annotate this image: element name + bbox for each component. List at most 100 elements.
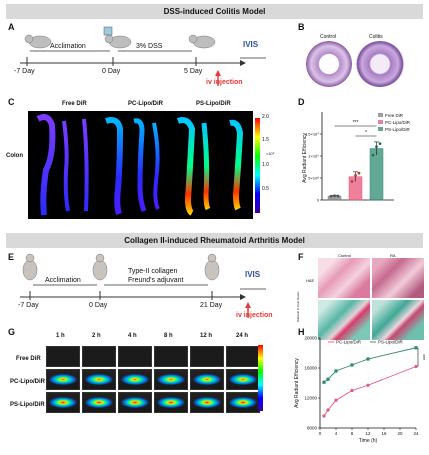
colon-signals <box>36 114 244 216</box>
panel-label-f: F <box>298 252 304 262</box>
colorbar-tick-3: 1.0 <box>262 162 269 168</box>
row-label-ps-lipo-g: PS-Lipo/DiR <box>10 402 45 408</box>
colorbar-tick-2: 1.5 <box>262 137 269 143</box>
phase-collagen: Type-II collagen <box>128 268 178 275</box>
data-point-h-1-5 <box>414 346 418 350</box>
x-tick-label-h: 12 <box>365 431 371 436</box>
imaging-cell-g <box>190 346 224 367</box>
time-label-g-0: 1 h <box>56 333 65 339</box>
panel-label-e: E <box>8 252 15 262</box>
y-tick-label-h: 8000 <box>307 426 318 431</box>
histology-f-control-safranin <box>318 300 370 340</box>
tick-e-1: -7 Day <box>18 302 39 309</box>
colorbar-unit-c: ×10⁹ <box>266 151 275 156</box>
tick-e-3: 21 Day <box>200 302 223 309</box>
panel-label-d: D <box>298 97 305 107</box>
y-tick-label-d: 1.5×10⁹ <box>305 132 319 137</box>
histology-control-label: Control <box>320 34 337 40</box>
data-point-2-0 <box>371 153 375 157</box>
imaging-cell-g <box>226 392 260 413</box>
colorbar-tick-4: 0.5 <box>262 186 269 192</box>
data-point-2-2 <box>378 142 382 146</box>
y-tick-label-d: 5×10⁸ <box>308 176 319 181</box>
group-ps-lipo-c: PS-Lipo/DiR <box>196 101 231 107</box>
imaging-cell-g <box>118 392 152 413</box>
imaging-cell-g <box>82 392 116 413</box>
y-tick-label-h: 12000 <box>304 396 317 401</box>
tick-a-3: 5 Day <box>184 68 203 75</box>
imaging-cell-g <box>154 346 188 367</box>
legend-swatch-d-0 <box>378 113 383 117</box>
time-label-g-5: 24 h <box>236 333 249 339</box>
imaging-cell-g <box>46 346 80 367</box>
ivis-label-e: IVIS <box>245 270 261 279</box>
legend-swatch-d-1 <box>378 120 383 124</box>
injection-label-a: iv injection <box>206 79 243 86</box>
imaging-cell-g <box>82 369 116 390</box>
water-bottle-icon <box>103 26 113 36</box>
histology-colitis-image <box>356 41 404 87</box>
series-line-0 <box>323 366 417 417</box>
series-line-1 <box>323 347 417 383</box>
mouse-icon <box>24 34 216 49</box>
data-point-h-0-1 <box>326 408 330 412</box>
data-point-0-0 <box>329 194 333 198</box>
histology-colitis-label: Colitis <box>369 34 383 40</box>
row-label-colon: Colon <box>6 153 23 159</box>
rat-icon <box>22 253 220 281</box>
imaging-cell-g <box>154 369 188 390</box>
timeline-a <box>20 26 266 86</box>
tick-a-2: 0 Day <box>102 68 121 75</box>
row-label-free-dir-g: Free DiR <box>16 356 41 362</box>
panel-label-b: B <box>298 22 305 32</box>
injection-label-e: iv injection <box>236 312 273 319</box>
data-point-1-1 <box>354 173 357 177</box>
legend-label-d-2: PS-Lipo/DiR <box>385 127 411 132</box>
x-tick-label-h: 8 <box>351 431 354 436</box>
histology-f-control-he <box>318 258 370 298</box>
imaging-cell-g <box>190 369 224 390</box>
data-point-h-0-2 <box>334 398 338 402</box>
data-point-1-2 <box>357 171 361 175</box>
x-tick-label-h: 0 <box>319 431 322 436</box>
section-banner-colitis: DSS-induced Colitis Model <box>6 4 423 19</box>
histology-f-control-label: Control <box>338 253 351 258</box>
data-point-h-0-4 <box>366 383 370 387</box>
sig-label-1: *** <box>353 120 359 126</box>
data-point-2-1 <box>375 145 378 149</box>
time-label-g-4: 12 h <box>200 333 213 339</box>
time-label-g-2: 4 h <box>128 333 137 339</box>
imaging-cell-g <box>46 369 80 390</box>
legend-label-d-0: Free DiR <box>385 113 404 118</box>
y-axis-label-h: Avg Radiant Efficiency <box>294 358 300 408</box>
x-axis-label-h: Time (h) <box>359 438 378 444</box>
data-point-h-1-1 <box>326 377 330 381</box>
histology-f-ra-he <box>372 258 424 298</box>
timeline-e <box>20 253 266 318</box>
data-point-h-0-0 <box>322 414 326 418</box>
sig-label-h: *** <box>419 354 425 360</box>
y-tick-label-h: 16000 <box>304 366 317 371</box>
histology-control-image <box>306 41 352 87</box>
y-tick-label-d: 0 <box>317 198 320 203</box>
panel-label-a: A <box>8 22 15 32</box>
y-tick-label-d: 1×10⁹ <box>308 154 319 159</box>
data-point-h-1-2 <box>334 369 338 373</box>
panel-label-c: C <box>8 97 15 107</box>
x-tick-label-h: 20 <box>397 431 403 436</box>
imaging-cell-g <box>190 392 224 413</box>
data-point-1-0 <box>350 180 354 183</box>
panel-label-g: G <box>8 327 16 337</box>
legend-label-d-1: PC-Lipo/DiR <box>385 120 411 125</box>
colorbar-g <box>258 345 263 411</box>
imaging-cell-g <box>118 346 152 367</box>
colorbar-tick-1: 2.0 <box>262 114 269 120</box>
data-point-h-1-3 <box>350 363 354 367</box>
time-label-g-1: 2 h <box>92 333 101 339</box>
legend-label-h-1: PS-Lipo/DiR <box>378 340 404 345</box>
phase-adjuvant: Freund's adjuvant <box>128 277 184 284</box>
data-point-h-1-0 <box>322 380 326 384</box>
imaging-cell-g <box>82 346 116 367</box>
